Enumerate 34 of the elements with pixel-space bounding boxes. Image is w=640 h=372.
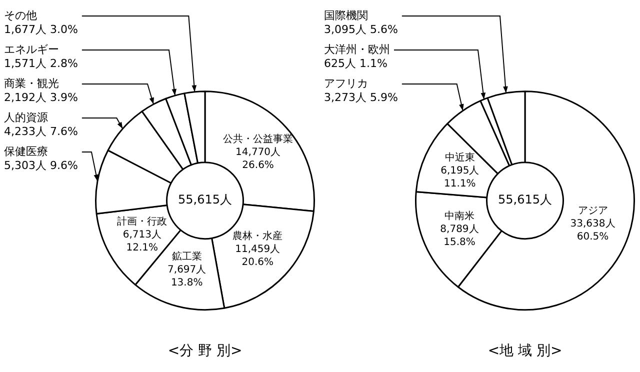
slice-label: 大洋州・欧州 — [324, 42, 390, 56]
text: <地 域 別> — [488, 343, 562, 360]
slice-label: 鉱工業 — [172, 250, 202, 262]
slice-label: 農林・水産 — [232, 230, 283, 242]
data-label: 33,638人 60.5% — [570, 218, 616, 242]
data-label: 3,273人 5.9% — [324, 90, 398, 104]
data-label: 7,697人 13.8% — [168, 264, 206, 288]
data-label: 2,192人 3.9% — [4, 90, 78, 104]
text: <分 野 別> — [168, 343, 242, 360]
slice-label: 保健医療 — [4, 144, 48, 158]
data-label: 1,571人 2.8% — [4, 56, 78, 70]
data-label: 11,459人 20.6% — [235, 244, 280, 268]
slice-label: 中近東 — [444, 151, 475, 164]
slice-label: エネルギー — [4, 42, 59, 56]
data-label: 3,095人 5.6% — [324, 22, 398, 36]
data-label: 4,233人 7.6% — [4, 124, 78, 138]
slice-label: アジア — [578, 205, 608, 216]
slice-label: 計画・行政 — [117, 216, 168, 228]
text: 55,615人 — [498, 192, 552, 207]
data-label: 625人 1.1% — [324, 56, 388, 70]
data-label: 14,770人 26.6% — [236, 147, 281, 172]
slice-label: 中南米 — [444, 210, 474, 222]
slice-label: その他 — [4, 8, 37, 22]
slice-label: アフリカ — [324, 76, 368, 90]
text: 55,615人 — [178, 192, 232, 207]
slice-label: 人的資源 — [4, 110, 48, 124]
data-label: 5,303人 9.6% — [4, 158, 78, 172]
data-label: 6,713人 12.1% — [122, 230, 162, 254]
slice-label: 公共・公益事業 — [223, 133, 294, 146]
data-label: 1,677人 3.0% — [4, 22, 78, 36]
slice-label: 国際機関 — [324, 8, 368, 22]
data-label: 8,789人 15.8% — [440, 224, 479, 248]
slice-label: 商業・観光 — [4, 76, 59, 90]
data-label: 6,195人 11.1% — [440, 165, 480, 190]
